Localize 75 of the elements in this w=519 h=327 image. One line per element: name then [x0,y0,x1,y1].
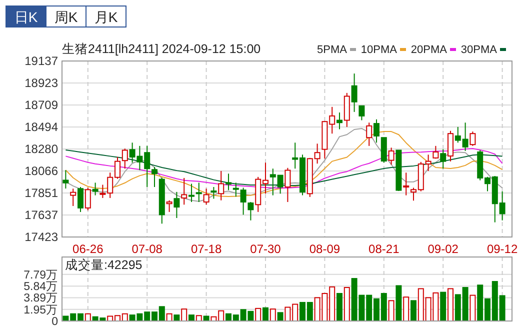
chart-title: 生猪2411[lh2411] 2024-09-12 15:00 [62,42,261,56]
text: 日K [14,9,38,25]
candlestick [84,187,91,211]
candlestick [336,112,342,130]
text: 周K [54,9,78,25]
candlestick [351,73,358,112]
y-tick-label: 17637 [24,208,58,222]
x-tick-label: 08-09 [309,242,340,256]
legend-label: 20PMA [410,44,448,56]
bar [336,292,342,322]
bar [344,287,350,322]
candlestick [358,105,365,121]
y-tick-label: 18066 [24,164,58,178]
candlestick [226,173,232,191]
y-tick-label: 17851 [24,186,58,200]
legend-label: 30PMA [460,44,498,56]
x-tick-label: 08-21 [368,242,400,256]
candlestick [181,177,188,206]
bar [270,308,276,322]
chart-title: 成交量:42295 [65,257,142,272]
x-tick-label: 07-08 [132,242,163,256]
bar [440,292,446,322]
y-tick-label: 18709 [24,98,58,112]
legend-label: 5PMA [317,44,348,56]
candlestick [248,201,254,221]
y-tick-label: 18280 [24,142,58,156]
candlestick [366,122,372,146]
x-tick-label: 07-18 [190,242,222,256]
candlestick [210,186,217,200]
candlestick [70,188,76,206]
y-tick-label: 3.89万 [24,292,58,305]
candlestick [470,131,476,146]
bar [277,312,284,322]
bar [262,307,268,322]
x-tick-label: 07-30 [250,242,282,256]
candlestick [403,172,410,196]
candlestick [174,191,180,219]
bar [181,308,188,322]
candlestick [432,145,439,160]
bar [396,285,402,322]
y-tick-label: 18494 [24,120,58,134]
legend-label: 10PMA [360,44,398,56]
y-tick-label: 17423 [24,230,58,244]
candlestick [152,166,158,188]
candlestick [440,148,446,170]
candlestick [122,148,128,170]
candlestick [374,118,380,144]
candlestick [448,130,454,162]
y-tick-label: 5.84万 [24,280,58,294]
y-tick-label: 0 [52,316,58,327]
bar [470,294,476,322]
x-tick-label: 06-26 [72,242,104,256]
text: 月K [94,9,118,25]
candlestick [196,182,202,202]
bar [448,288,454,322]
candlestick [380,137,387,164]
candlestick [203,188,210,206]
y-tick-label: 7.79万 [24,268,58,282]
candlestick [218,170,224,201]
y-tick-label: 18923 [24,76,58,90]
candlestick [92,182,98,196]
bar [255,308,262,322]
candlestick [388,147,394,166]
candlestick [62,170,69,190]
candlestick [284,167,291,202]
bar [410,300,416,322]
x-tick-label: 09-12 [486,242,518,256]
y-tick-label: 19137 [24,54,58,68]
y-tick-label: 1.95万 [24,303,58,316]
x-tick-label: 09-02 [428,242,459,256]
candlestick [188,183,194,202]
candlestick [166,200,172,212]
bar [388,300,394,322]
bar [403,296,410,322]
candlestick [78,186,84,212]
